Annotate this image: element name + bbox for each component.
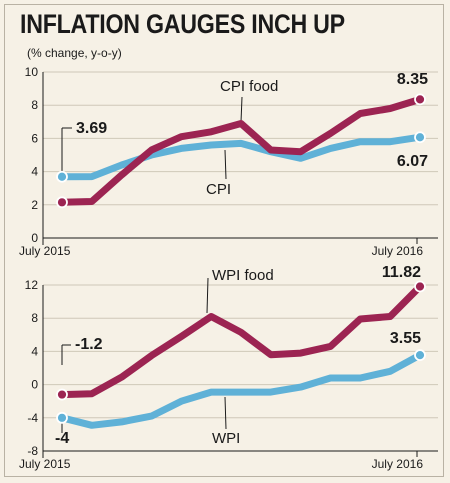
data-label: 11.82 [382,264,421,281]
y-tick-label: 0 [31,378,38,392]
series-label: WPI food [212,267,274,284]
series-label-leader [206,277,209,314]
data-label: -4 [55,430,69,447]
series-label: WPI [212,430,240,447]
series-point-cpi [414,131,426,144]
series-line-cpi [58,133,424,181]
series-point-cpi-food [56,196,68,209]
chart-title: INFLATION GAUGES INCH UP [20,9,345,39]
x-tick-label: July 2015 [19,457,71,471]
x-tick-label: July 2016 [372,457,424,471]
series-line-wpi [58,351,424,429]
y-tick-label: 4 [31,344,38,358]
x-tick-label: July 2016 [372,244,424,258]
series-point-wpi-food [414,280,426,293]
y-tick-label: 12 [25,278,39,292]
data-label: 8.35 [397,71,428,88]
series-line-wpi-food [58,283,424,399]
data-label: 3.69 [76,120,107,137]
y-tick-label: 8 [31,311,38,325]
series-point-wpi [56,411,68,424]
y-tick-label: 8 [31,98,38,112]
data-label: 3.55 [390,330,421,347]
series-label-leader [240,96,243,123]
y-tick-label: 10 [25,65,39,79]
series-point-wpi [414,349,426,362]
series-label-leader [224,149,227,180]
y-tick-label: 0 [31,231,38,245]
data-label: 6.07 [397,153,428,170]
series-label-leader [224,396,227,430]
y-tick-label: -4 [27,411,38,425]
series-label: CPI food [220,78,278,95]
data-label: -1.2 [75,336,103,353]
y-tick-label: 4 [31,165,38,179]
chart-frame [4,4,444,477]
y-tick-label: 2 [31,198,38,212]
chart-subtitle: (% change, y-o-y) [27,46,122,60]
y-tick-label: -8 [27,444,38,458]
series-point-wpi-food [56,388,68,401]
y-tick-label: 6 [31,131,38,145]
series-line-cpi-food [58,95,424,206]
x-tick-label: July 2015 [19,244,71,258]
series-point-cpi-food [414,93,426,106]
series-label: CPI [206,181,231,198]
series-point-cpi [56,170,68,183]
